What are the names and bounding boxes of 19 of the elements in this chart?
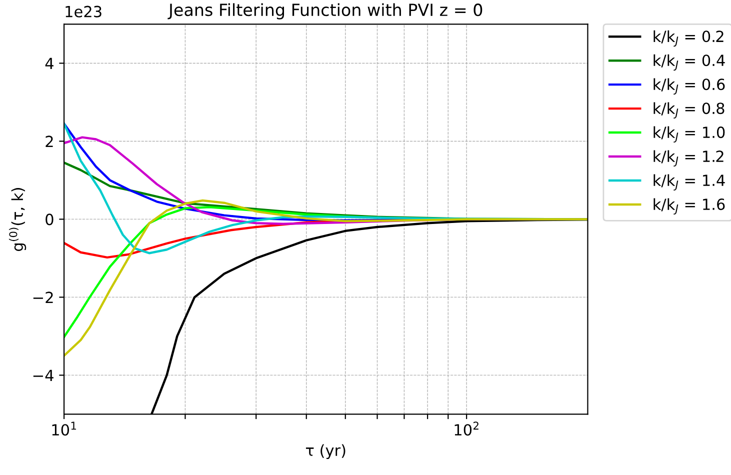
y-tick-label: −4 — [33, 370, 54, 382]
chart-title: Jeans Filtering Function with PVI z = 0 — [168, 3, 482, 20]
x-axis-title: τ (yr) — [306, 444, 346, 460]
y-tick-label: −2 — [33, 292, 53, 304]
text: 1e23 — [66, 6, 102, 18]
legend-label: k/k$_{J}$ = 0.2 — [654, 30, 724, 47]
y-tick-label: 2 — [46, 136, 53, 148]
y-axis-title: g$^{(0)}$(τ, k) — [8, 188, 26, 251]
x-tick-label: 10$^{2}$ — [454, 422, 478, 436]
legend-label: k/k$_{J}$ = 1.6 — [654, 198, 725, 214]
y-tick-label: 0 — [46, 214, 54, 226]
legend-label: k/k$_{J}$ = 0.4 — [654, 54, 725, 71]
y-tick-label: 4 — [45, 58, 54, 70]
legend-label: k/k$_{J}$ = 0.8 — [654, 102, 724, 119]
legend-label: k/k$_{J}$ = 1.4 — [654, 174, 725, 191]
legend-label: k/k$_{J}$ = 1.2 — [654, 150, 724, 167]
x-tick-label: 10$^{1}$ — [52, 422, 76, 436]
legend-label: k/k$_{J}$ = 1.0 — [654, 126, 725, 143]
legend-label: k/k$_{J}$ = 0.6 — [654, 78, 725, 95]
